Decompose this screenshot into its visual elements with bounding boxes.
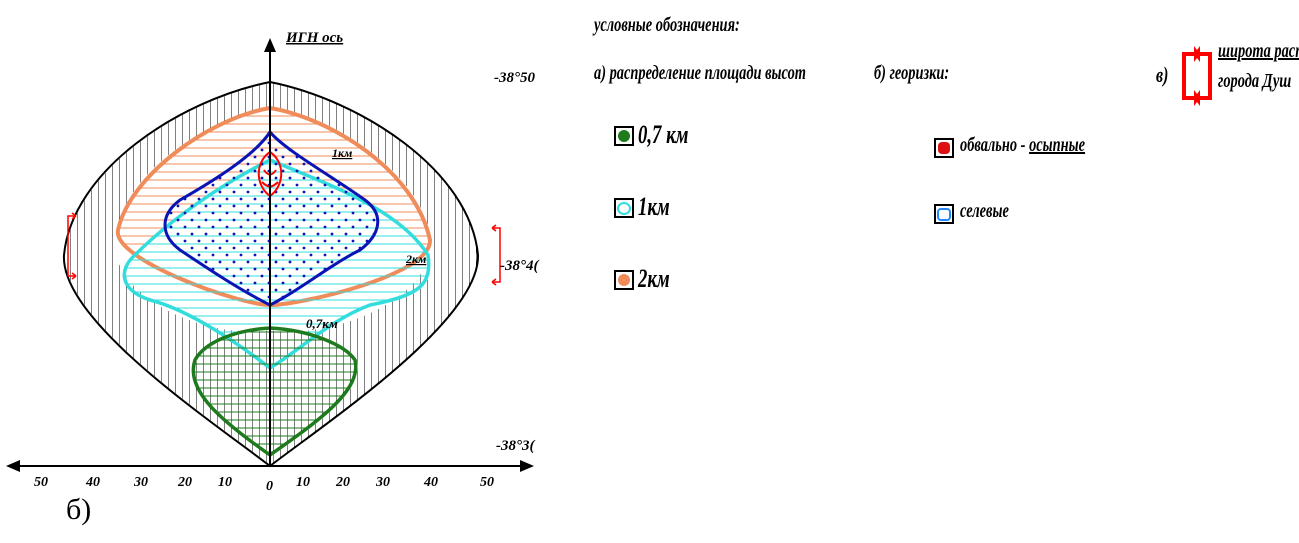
x-axis-left-arrow <box>6 460 20 472</box>
contour-label-1km: 1км <box>332 146 352 160</box>
left-red-bracket <box>67 212 77 280</box>
legend-section-b: б) георизки: <box>874 62 950 84</box>
legend-section-c-line2: города Душ <box>1218 70 1292 92</box>
orange-blob-icon <box>614 270 634 290</box>
y-axis-arrow <box>264 38 276 52</box>
legend-item-mudflow: селевые <box>960 200 1009 222</box>
rockfall-label-main: обвально - <box>960 134 1030 156</box>
x-tick-right: 20 <box>335 475 350 490</box>
cyan-blob-icon <box>614 198 634 218</box>
lat-bottom-label: -38°3( <box>496 438 535 454</box>
x-axis-right-arrow <box>520 460 534 472</box>
legend-section-c-line1: широта расп <box>1218 40 1299 62</box>
rockfall-label-underlined: осыпные <box>1029 134 1086 156</box>
lat-mid-label: -38°4( <box>500 258 539 274</box>
x-tick-zero: 0 <box>266 479 273 494</box>
legend-item-rockfall: обвально - осыпные <box>960 134 1085 157</box>
x-tick-left: 50 <box>34 475 48 490</box>
x-tick-right: 30 <box>375 475 390 490</box>
legend-section-c-prefix: в) <box>1156 62 1169 87</box>
x-tick-right: 10 <box>296 475 310 490</box>
x-tick-left: 40 <box>85 475 100 490</box>
legend-item-2km: 2км <box>638 264 670 293</box>
panel-label: б) <box>66 493 92 526</box>
legend-item-1km: 1км <box>638 192 670 221</box>
green-blob-icon <box>614 126 634 146</box>
x-tick-right: 40 <box>423 475 438 490</box>
y-axis-label: ИГН ось <box>285 30 343 46</box>
red-bracket-arrows-icon <box>1182 46 1212 106</box>
x-tick-left: 20 <box>177 475 192 490</box>
x-tick-labels: 50 40 30 20 10 0 10 20 30 40 50 <box>34 475 494 494</box>
x-tick-right: 50 <box>480 475 494 490</box>
legend-section-a: а) распределение площади высот <box>594 62 806 84</box>
legend-title: условные обозначения: <box>594 14 740 36</box>
contour-07km <box>191 326 358 458</box>
legend-item-07km: 0,7 км <box>638 120 689 149</box>
contour-label-07km: 0,7км <box>306 316 338 331</box>
lat-top-label: -38°50 <box>494 70 535 86</box>
contour-label-2km: 2км <box>405 252 426 266</box>
right-red-bracket <box>491 224 501 286</box>
x-tick-left: 10 <box>218 475 232 490</box>
blue-octagon-icon <box>934 204 954 224</box>
red-octagon-icon <box>934 138 954 158</box>
x-tick-left: 30 <box>133 475 148 490</box>
height-distribution-diagram: ИГН ось -38°50 -38°4( -38°3( 1км 2км 0,7… <box>6 30 539 494</box>
